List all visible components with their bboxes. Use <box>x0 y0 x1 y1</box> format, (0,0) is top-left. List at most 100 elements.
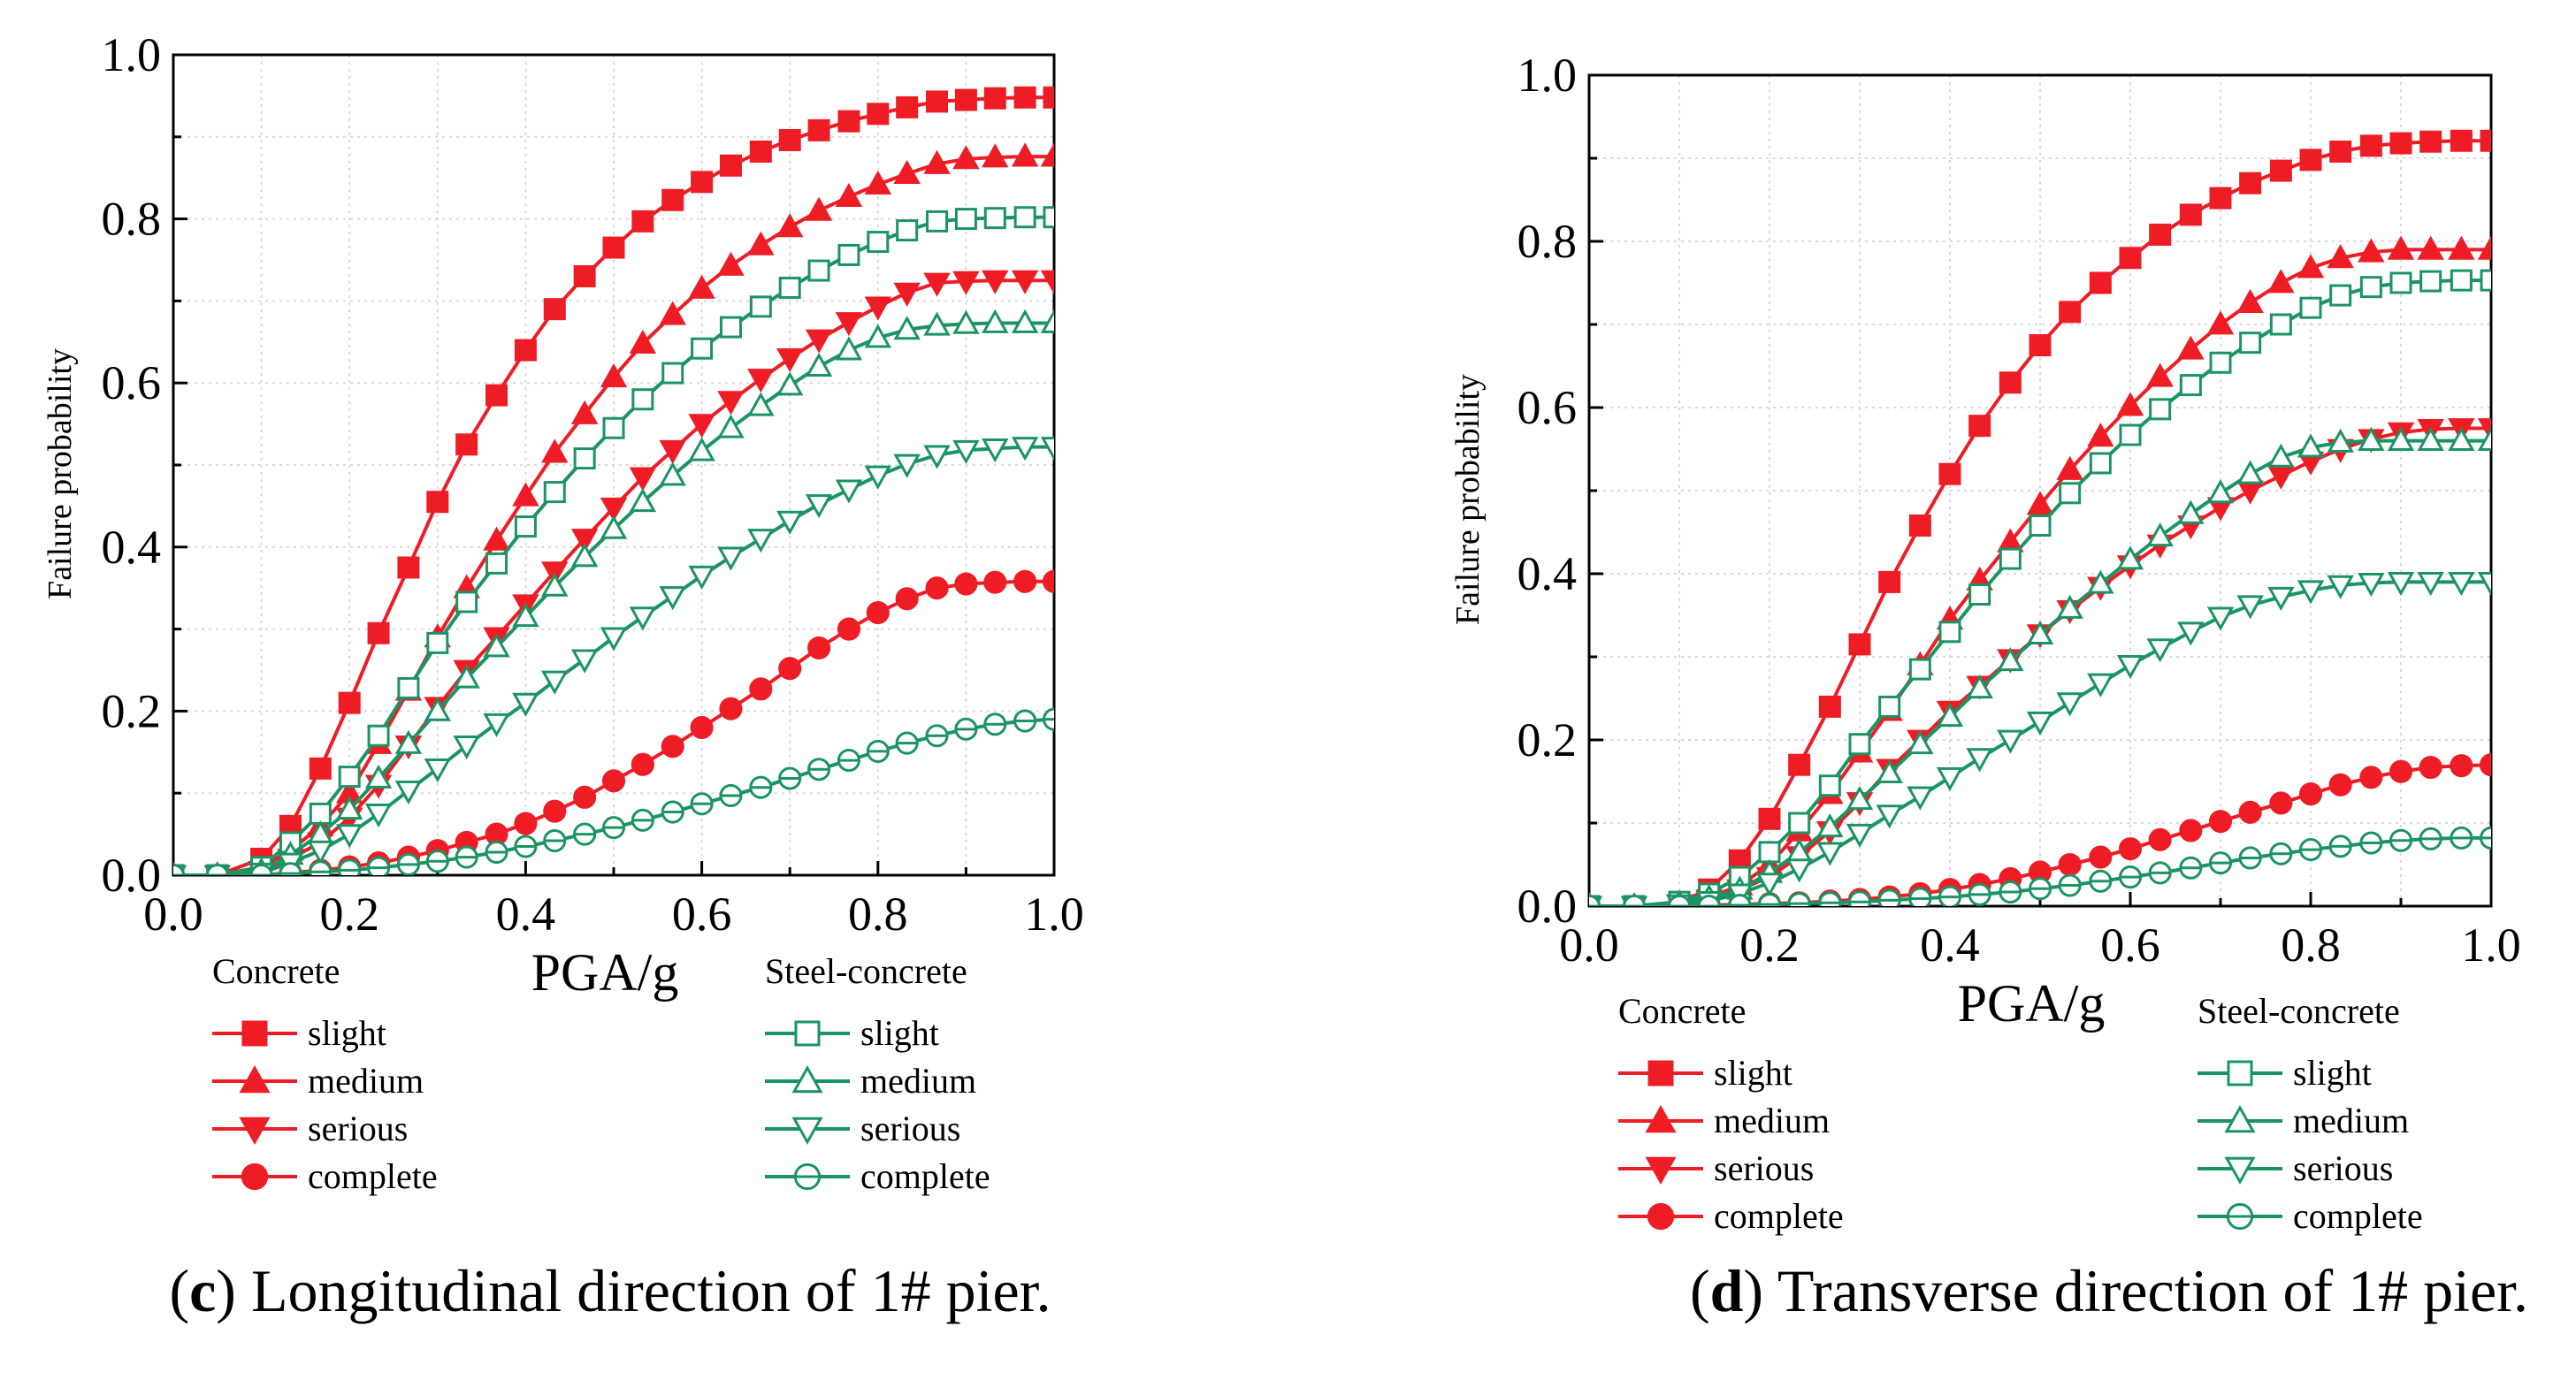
data-point <box>747 529 775 553</box>
data-point <box>394 729 423 754</box>
legend-marker <box>1645 1104 1677 1133</box>
data-point <box>2179 203 2202 226</box>
data-point <box>335 824 363 849</box>
data-point <box>837 110 860 133</box>
y-tick-label: 0.6 <box>102 356 162 409</box>
data-point <box>1846 785 1874 811</box>
data-point <box>2299 149 2322 172</box>
data-point <box>1999 371 2022 394</box>
data-point <box>1876 758 1903 783</box>
data-point <box>2389 271 2412 294</box>
legend-label: serious <box>860 1109 960 1148</box>
y-axis-title: Failure probability <box>42 348 79 599</box>
data-point <box>2450 129 2473 152</box>
data-point <box>205 863 229 875</box>
data-point <box>2146 638 2174 663</box>
legend-label: complete <box>2293 1196 2423 1236</box>
legend-marker <box>2227 1060 2253 1086</box>
data-point <box>2146 362 2174 387</box>
data-point <box>2327 575 2354 599</box>
data-point <box>837 617 860 641</box>
caption-letter: d <box>1710 1257 1744 1324</box>
x-tick-label: 0.0 <box>143 888 203 941</box>
data-point <box>335 796 363 820</box>
data-point <box>717 414 745 438</box>
data-point <box>2358 238 2385 263</box>
data-point <box>2116 545 2144 570</box>
y-tick-label: 0.2 <box>102 684 162 737</box>
data-point <box>600 627 628 652</box>
data-point <box>541 670 569 695</box>
data-point <box>2480 129 2491 152</box>
data-point <box>893 316 921 340</box>
data-point <box>2116 392 2144 416</box>
data-point <box>688 437 715 461</box>
data-point <box>982 438 1009 463</box>
data-point <box>2480 269 2491 292</box>
data-point <box>1876 804 1903 829</box>
figure-caption: (c) Longitudinal direction of 1# pier. <box>169 1257 1051 1324</box>
data-point <box>2297 254 2325 278</box>
data-point <box>543 481 566 504</box>
legend-item-concrete-serious: serious <box>212 1109 408 1148</box>
data-point <box>982 270 1009 294</box>
legend-label: medium <box>860 1061 976 1101</box>
data-point <box>1040 142 1054 167</box>
data-point <box>2236 595 2264 620</box>
data-point <box>2236 288 2264 313</box>
data-point <box>2116 655 2144 680</box>
data-point <box>2419 130 2442 153</box>
data-point <box>1936 766 1964 792</box>
data-point <box>485 384 508 407</box>
data-point <box>1043 86 1054 109</box>
data-point <box>1907 786 1934 811</box>
caption-letter: c <box>189 1257 216 1324</box>
legend-marker <box>794 1020 821 1047</box>
data-point <box>2118 837 2143 861</box>
legend-label: serious <box>308 1109 408 1148</box>
legend-label: serious <box>2293 1148 2393 1188</box>
data-point <box>2387 235 2415 260</box>
data-point <box>2087 569 2114 594</box>
plot-area <box>1589 129 2491 906</box>
data-point <box>1042 569 1054 593</box>
data-point <box>512 602 539 628</box>
data-point <box>483 633 510 658</box>
data-point <box>1938 462 1961 485</box>
series-concrete-slight <box>173 86 1054 875</box>
data-point <box>570 400 599 424</box>
data-point <box>1968 583 1991 606</box>
data-point <box>1040 437 1054 461</box>
data-point <box>455 591 478 614</box>
data-point <box>2269 791 2293 815</box>
data-point <box>570 543 599 568</box>
y-tick-label: 1.0 <box>102 28 162 81</box>
data-point <box>426 631 449 654</box>
data-point <box>717 391 745 415</box>
data-point <box>2328 773 2352 797</box>
data-point <box>2417 235 2444 260</box>
data-point <box>747 369 775 393</box>
data-point <box>2179 819 2203 842</box>
y-tick-label: 0.8 <box>1517 215 1578 268</box>
data-point <box>2089 271 2112 294</box>
legend-label: slight <box>1714 1053 1792 1093</box>
legend-item-steel-concrete-serious: serious <box>2198 1148 2393 1188</box>
data-point <box>2297 580 2325 605</box>
data-point <box>1848 633 1871 656</box>
data-point <box>2026 620 2054 645</box>
data-point <box>2417 572 2444 597</box>
data-point <box>1013 206 1036 229</box>
data-point <box>2359 134 2382 157</box>
x-tick-label: 0.4 <box>1920 919 1980 972</box>
caption-open-paren: ( <box>1690 1257 1710 1324</box>
data-point <box>2479 753 2491 777</box>
data-point <box>2297 433 2325 458</box>
x-tick-label: 0.6 <box>2100 919 2160 972</box>
data-point <box>424 758 452 783</box>
legend-item-steel-concrete-medium: medium <box>765 1061 976 1101</box>
data-point <box>688 565 715 590</box>
series-concrete-slight <box>1589 129 2491 906</box>
data-point <box>2419 755 2442 780</box>
data-point <box>367 724 390 747</box>
